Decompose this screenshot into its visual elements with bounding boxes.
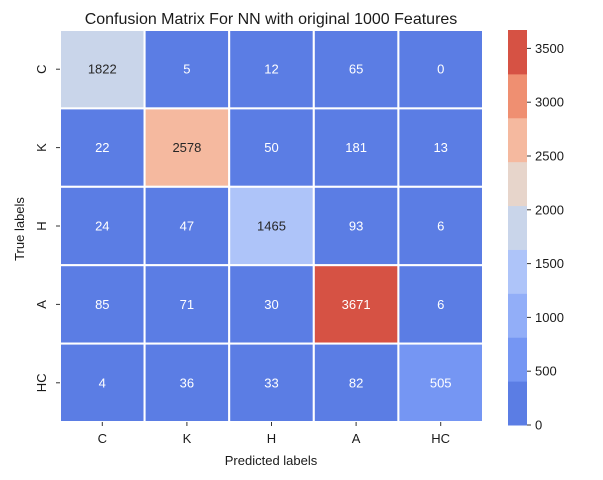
heatmap-cells xyxy=(59,29,484,424)
cell-value-label: 1465 xyxy=(257,219,286,234)
colorbar-segment xyxy=(508,30,527,75)
cell-value-label: 24 xyxy=(95,219,109,234)
heatmap-cell-K-H xyxy=(228,107,315,188)
y-axis-label: True labels xyxy=(12,197,27,261)
heatmap-cell-HC-H xyxy=(228,342,315,424)
cell-value-label: 36 xyxy=(180,375,194,390)
cell-value-label: 33 xyxy=(264,375,278,390)
cell-value-label: 0 xyxy=(437,62,444,77)
cell-value-label: 82 xyxy=(349,375,363,390)
colorbar-tick-label: 2000 xyxy=(535,202,564,217)
colorbar-segment xyxy=(508,73,527,119)
x-tick-label: C xyxy=(98,431,107,446)
heatmap-cell-HC-C xyxy=(59,342,146,424)
x-tick-label: A xyxy=(352,431,361,446)
y-tick-label: H xyxy=(34,221,49,230)
colorbar-tick-label: 500 xyxy=(535,364,557,379)
heatmap-cell-A-H xyxy=(228,264,315,345)
y-tick-label: HC xyxy=(34,373,49,392)
x-tick-label: H xyxy=(267,431,276,446)
x-tick-label: K xyxy=(183,431,192,446)
x-axis-label: Predicted labels xyxy=(225,453,318,468)
cell-value-label: 12 xyxy=(264,62,278,77)
cell-value-label: 4 xyxy=(99,375,106,390)
heatmap-cell-labels: 1822 5 12 65 0 22 2578 50 181 13 24 47 1465 93 6 85 71 30… xyxy=(88,62,452,391)
colorbar-tick-label: 3500 xyxy=(535,41,564,56)
colorbar-segment xyxy=(508,205,527,250)
x-tick-label: HC xyxy=(431,431,450,446)
heatmap-cell-A-K xyxy=(143,264,231,345)
colorbar xyxy=(508,30,527,426)
colorbar-tick-label: 3000 xyxy=(535,95,564,110)
cell-value-label: 6 xyxy=(437,219,444,234)
cell-value-label: 5 xyxy=(183,62,190,77)
cell-value-label: 3671 xyxy=(342,297,371,312)
colorbar-segment xyxy=(508,161,527,207)
cell-value-label: 85 xyxy=(95,297,109,312)
cell-value-label: 6 xyxy=(437,297,444,312)
y-tick-label: K xyxy=(34,143,49,152)
cell-value-label: 13 xyxy=(433,140,447,155)
heatmap-cell-K-HC xyxy=(397,107,484,188)
chart-title: Confusion Matrix For NN with original 10… xyxy=(85,11,458,28)
colorbar-segment xyxy=(508,117,527,163)
cell-value-label: 505 xyxy=(430,375,452,390)
colorbar-segment xyxy=(508,337,527,382)
y-tick-label: A xyxy=(34,300,49,309)
colorbar-tick-label: 0 xyxy=(535,418,542,433)
colorbar-tick-label: 2500 xyxy=(535,148,564,163)
heatmap-cell-A-HC xyxy=(397,264,484,345)
cell-value-label: 47 xyxy=(180,219,194,234)
heatmap-cell-C-K xyxy=(143,29,231,110)
cell-value-label: 30 xyxy=(264,297,278,312)
colorbar-ticks: 0 500 1000 1500 2000 2500 3000 3500 xyxy=(527,41,564,433)
cell-value-label: 2578 xyxy=(172,140,201,155)
heatmap-cell-HC-K xyxy=(143,342,231,424)
colorbar-segment xyxy=(508,249,527,294)
colorbar-tick-label: 1000 xyxy=(535,310,564,325)
heatmap-cell-H-K xyxy=(143,185,231,267)
cell-value-label: 50 xyxy=(264,140,278,155)
colorbar-segment xyxy=(508,293,527,338)
x-axis-ticks: C K H A HC xyxy=(98,422,450,446)
cell-value-label: 1822 xyxy=(88,62,117,77)
colorbar-tick-label: 1500 xyxy=(535,256,564,271)
heatmap-cell-H-A xyxy=(312,185,400,267)
y-axis-ticks: C K H A HC xyxy=(34,65,60,392)
heatmap-cell-A-A xyxy=(312,264,400,345)
cell-value-label: 181 xyxy=(345,140,367,155)
y-tick-label: C xyxy=(34,65,49,74)
cell-value-label: 71 xyxy=(180,297,194,312)
cell-value-label: 93 xyxy=(349,219,363,234)
colorbar-segment xyxy=(508,381,527,426)
cell-value-label: 22 xyxy=(95,140,109,155)
cell-value-label: 65 xyxy=(349,62,363,77)
